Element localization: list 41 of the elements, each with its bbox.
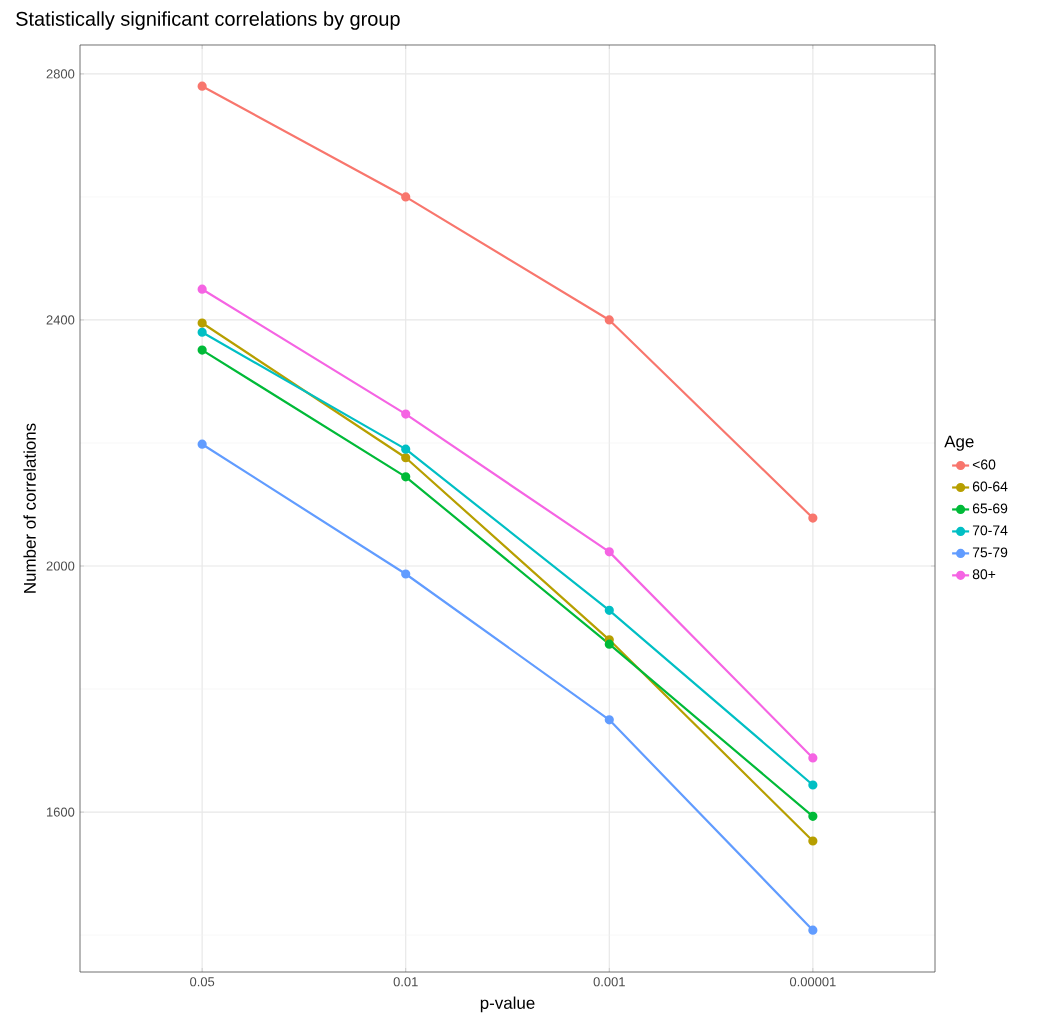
- legend-label: 75-79: [972, 547, 1008, 558]
- chart-title: Statistically significant correlations by group: [16, 11, 400, 30]
- point: [604, 715, 614, 725]
- point: [401, 569, 411, 579]
- y-tick-label: 1600: [46, 807, 75, 817]
- point: [197, 284, 207, 294]
- point: [401, 444, 411, 454]
- y-tick-label: 2000: [46, 561, 75, 571]
- point: [604, 605, 614, 615]
- legend-label: 70-74: [972, 525, 1008, 536]
- point: [197, 81, 207, 91]
- x-tick-label: 0.001: [593, 977, 625, 987]
- point: [197, 345, 207, 355]
- point: [197, 439, 207, 449]
- point: [401, 453, 411, 463]
- y-tick-label: 2400: [46, 315, 75, 325]
- legend-label: 80+: [972, 569, 996, 580]
- x-tick-label: 0.01: [393, 977, 418, 987]
- point: [604, 547, 614, 557]
- point: [401, 409, 411, 419]
- legend-label: 60-64: [972, 481, 1008, 492]
- point: [808, 811, 818, 821]
- point: [401, 192, 411, 202]
- point: [604, 639, 614, 649]
- point: [401, 472, 411, 482]
- point: [197, 318, 207, 328]
- legend-label: <60: [972, 459, 996, 470]
- point: [808, 836, 818, 846]
- x-axis-title: p-value: [480, 996, 535, 1013]
- x-tick-label: 0.00001: [789, 977, 836, 987]
- legend-title: Age: [944, 435, 974, 451]
- y-tick-label: 2800: [46, 69, 75, 79]
- y-axis-title: Number of correlations: [23, 423, 36, 593]
- point: [808, 780, 818, 790]
- point: [808, 753, 818, 763]
- x-tick-label: 0.05: [190, 977, 215, 987]
- point: [808, 513, 818, 523]
- point: [604, 315, 614, 325]
- point: [197, 327, 207, 337]
- legend-label: 65-69: [972, 503, 1008, 514]
- point: [808, 925, 818, 935]
